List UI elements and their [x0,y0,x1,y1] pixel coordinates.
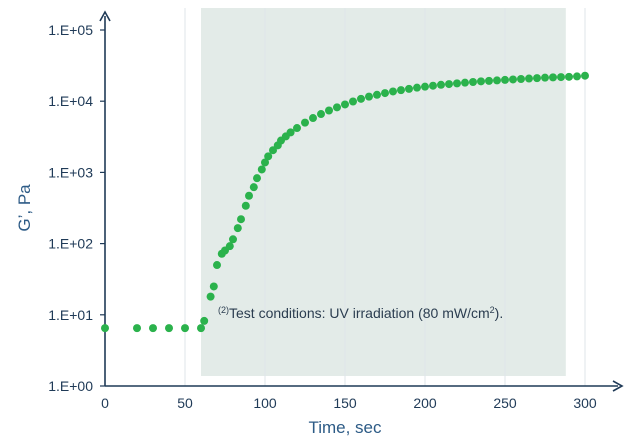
data-point [565,72,573,81]
data-point [453,79,461,88]
data-point [286,128,295,137]
data-point [477,77,485,86]
data-point [357,94,365,103]
y-tick-label: 1.E+01 [48,307,93,323]
x-tick-label: 50 [177,395,193,411]
data-point [149,324,157,333]
data-point [365,92,373,101]
x-tick-label: 150 [333,395,357,411]
x-tick-label: 200 [413,395,437,411]
x-tick-label: 0 [101,395,109,411]
data-point [461,78,469,87]
data-point [501,75,509,84]
data-point [333,103,341,112]
data-point [165,324,173,333]
data-point [233,224,242,233]
data-point [533,74,541,83]
data-point [469,78,477,87]
data-point [241,201,250,210]
data-point [413,83,421,92]
data-point [493,76,501,85]
data-point [209,282,218,291]
y-axis-arrow [99,10,111,22]
data-point [181,324,189,333]
data-point [101,324,109,333]
x-axis-title: Time, sec [308,418,382,437]
data-point [264,152,273,161]
data-point [317,110,325,119]
x-axis-arrow [612,380,624,392]
data-point [557,73,565,82]
data-point [229,235,237,244]
annotation: (2)Test conditions: UV irradiation (80 m… [218,305,503,321]
data-point [261,158,269,167]
data-point [257,165,266,174]
x-tick-label: 300 [573,395,597,411]
y-tick-label: 1.E+00 [48,378,93,394]
data-point [309,114,317,123]
data-points [101,71,589,333]
data-point [245,191,253,200]
data-point [541,73,549,82]
data-point [381,89,389,98]
x-tick-label: 100 [253,395,277,411]
data-point [253,174,261,183]
data-point [485,76,493,85]
data-point [269,146,277,155]
data-point [213,261,221,270]
data-point [445,80,453,89]
data-point [549,73,557,82]
y-axis-title: G’, Pa [15,184,34,232]
data-point [429,81,437,90]
data-point [573,72,581,81]
data-point [517,75,525,84]
data-point [293,124,301,133]
y-tick-label: 1.E+02 [48,236,93,252]
data-point [206,292,215,301]
data-point [421,82,429,91]
data-point [405,84,413,93]
data-point [197,324,205,333]
x-tick-labels: 0 50 100 150 200 250 300 [101,395,597,411]
y-tick-label: 1.E+05 [48,22,93,38]
grid-lines [184,8,586,386]
x-tick-label: 250 [493,395,517,411]
data-point [349,97,357,106]
data-point [525,74,533,83]
data-point [325,106,333,115]
data-point [581,71,589,80]
y-tick-labels: 1.E+00 1.E+01 1.E+02 1.E+03 1.E+04 1.E+05 [48,22,93,394]
data-point [249,183,258,192]
data-point [373,90,381,99]
data-point [341,100,349,109]
data-point [237,215,245,224]
y-tick-label: 1.E+03 [48,164,93,180]
y-tick-label: 1.E+04 [48,93,93,109]
data-point [133,324,141,333]
data-point [437,80,445,89]
data-point [225,242,234,251]
data-point [200,316,209,325]
data-point [389,87,397,96]
data-point [397,86,405,95]
data-point [301,118,309,127]
data-point [509,75,517,84]
